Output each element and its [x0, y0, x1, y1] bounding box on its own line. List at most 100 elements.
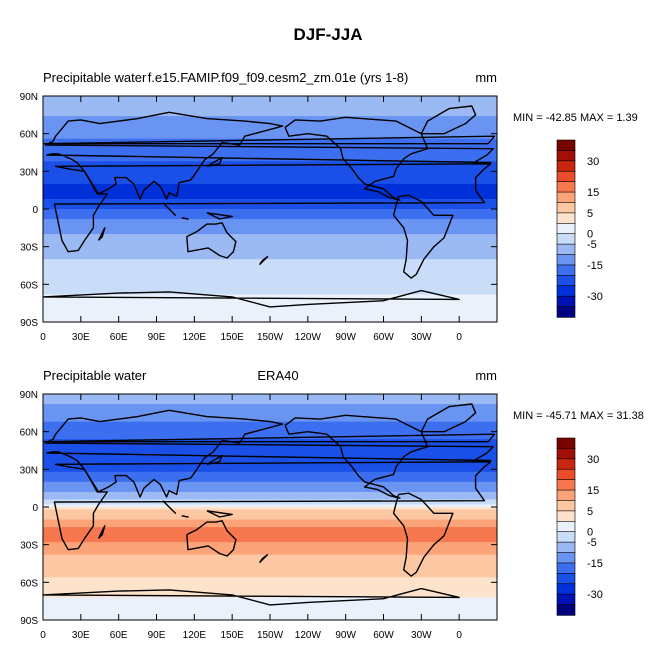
- colorbar-box: [556, 510, 576, 522]
- contour-band: [43, 116, 497, 120]
- contour-band: [43, 264, 497, 268]
- contour-band: [43, 549, 497, 553]
- axis-ticks-era40: 0 30E 60E 90E 120E 150E 150W 120W 90W 60W 30W 0 90N 6…: [20, 390, 497, 641]
- figure-title: DJF-JJA: [294, 25, 363, 44]
- contour-band: [43, 479, 497, 483]
- contour-band: [43, 539, 497, 543]
- contour-band: [43, 451, 497, 455]
- colorbar-box: [556, 573, 576, 585]
- colorbar-tick-label: 15: [587, 485, 599, 497]
- panel-units: mm: [475, 70, 497, 85]
- contour-band: [43, 198, 497, 203]
- contour-band: [43, 276, 497, 280]
- x-tick-label: 120E: [183, 332, 207, 343]
- contour-band: [43, 464, 497, 468]
- contour-band: [43, 512, 497, 516]
- contour-band: [43, 607, 497, 611]
- coastline: [181, 217, 189, 220]
- panel-stats: MIN = -45.71 MAX = 31.38: [513, 410, 644, 422]
- contour-band: [43, 547, 497, 551]
- x-tick-label: 0: [456, 332, 462, 343]
- coastline: [181, 515, 189, 518]
- y-tick-label: 60N: [20, 428, 38, 439]
- coastline: [206, 454, 223, 465]
- contour-band: [43, 469, 497, 473]
- contour-band: [43, 151, 497, 155]
- y-tick-label: 90S: [20, 318, 38, 329]
- contour-band: [43, 181, 497, 185]
- colorbar-box: [556, 139, 576, 152]
- x-tick-label: 150W: [257, 630, 284, 641]
- contour-band: [43, 444, 497, 448]
- colorbar-tick-label: -30: [587, 589, 603, 601]
- coastline: [162, 500, 177, 514]
- contour-band: [43, 203, 497, 208]
- contour-band: [43, 456, 497, 460]
- colorbar-box: [556, 222, 576, 235]
- contour-band: [43, 401, 497, 405]
- colorbar-box: [556, 583, 576, 595]
- colorbar-box: [556, 437, 576, 450]
- contour-band: [43, 146, 497, 150]
- coastline: [259, 256, 269, 265]
- y-tick-label: 30N: [20, 167, 38, 178]
- contour-band: [43, 491, 497, 496]
- colorbar-tick-label: 15: [587, 187, 599, 199]
- colorbar-box: [556, 212, 576, 224]
- x-tick-label: 30W: [411, 332, 432, 343]
- contour-band: [43, 118, 497, 122]
- colorbar-box: [556, 160, 576, 172]
- y-tick-label: 30S: [20, 541, 38, 552]
- contour-band: [43, 161, 497, 165]
- contour-band: [43, 246, 497, 250]
- contour-band: [43, 166, 497, 170]
- contour-band: [43, 103, 497, 107]
- colorbar-tick-label: -15: [587, 260, 603, 272]
- contour-band: [43, 133, 497, 137]
- colorbar-box: [556, 479, 576, 491]
- colorbar-model: -30 -15 -50 5 15 30: [556, 139, 603, 318]
- colorbar-box: [556, 233, 576, 245]
- coastline: [53, 163, 492, 253]
- colorbar-box: [556, 448, 576, 460]
- coastline: [420, 105, 477, 135]
- contour-band: [43, 193, 497, 198]
- contour-band: [43, 459, 497, 463]
- contour-band: [43, 552, 497, 556]
- panel-stats: MIN = -42.85 MAX = 1.39: [513, 112, 638, 124]
- coastline: [162, 202, 177, 216]
- contour-band: [43, 279, 497, 283]
- contour-band: [43, 406, 497, 410]
- contour-band: [43, 219, 497, 223]
- contour-band: [43, 269, 497, 273]
- x-tick-label: 0: [40, 630, 46, 641]
- contour-band: [43, 494, 497, 498]
- colorbar-tick-label: 0: [587, 229, 593, 241]
- colorbar-tick-label: 0: [587, 527, 593, 539]
- contour-band: [43, 419, 497, 423]
- y-tick-label: 60S: [20, 280, 38, 291]
- contour-band: [43, 158, 497, 162]
- contour-band: [43, 214, 497, 218]
- contour-band: [43, 186, 497, 190]
- contour-band: [43, 577, 497, 581]
- contour-band: [43, 602, 497, 606]
- contour-band: [43, 481, 497, 485]
- coastline: [44, 111, 494, 200]
- coastline: [43, 135, 496, 145]
- coastline: [284, 116, 429, 201]
- contour-band: [43, 254, 497, 258]
- colorbar-box: [556, 468, 576, 481]
- contour-band: [43, 579, 497, 583]
- contour-band: [43, 271, 497, 275]
- contour-band: [43, 106, 497, 110]
- contour-band: [43, 121, 497, 125]
- y-tick-label: 30S: [20, 243, 38, 254]
- contour-band: [43, 429, 497, 433]
- colorbar-box: [556, 295, 576, 308]
- contour-band: [43, 209, 497, 213]
- coastline: [97, 525, 106, 539]
- contour-band: [43, 424, 497, 428]
- contour-band: [43, 136, 497, 140]
- colorbar-tick-label: -5: [587, 537, 597, 549]
